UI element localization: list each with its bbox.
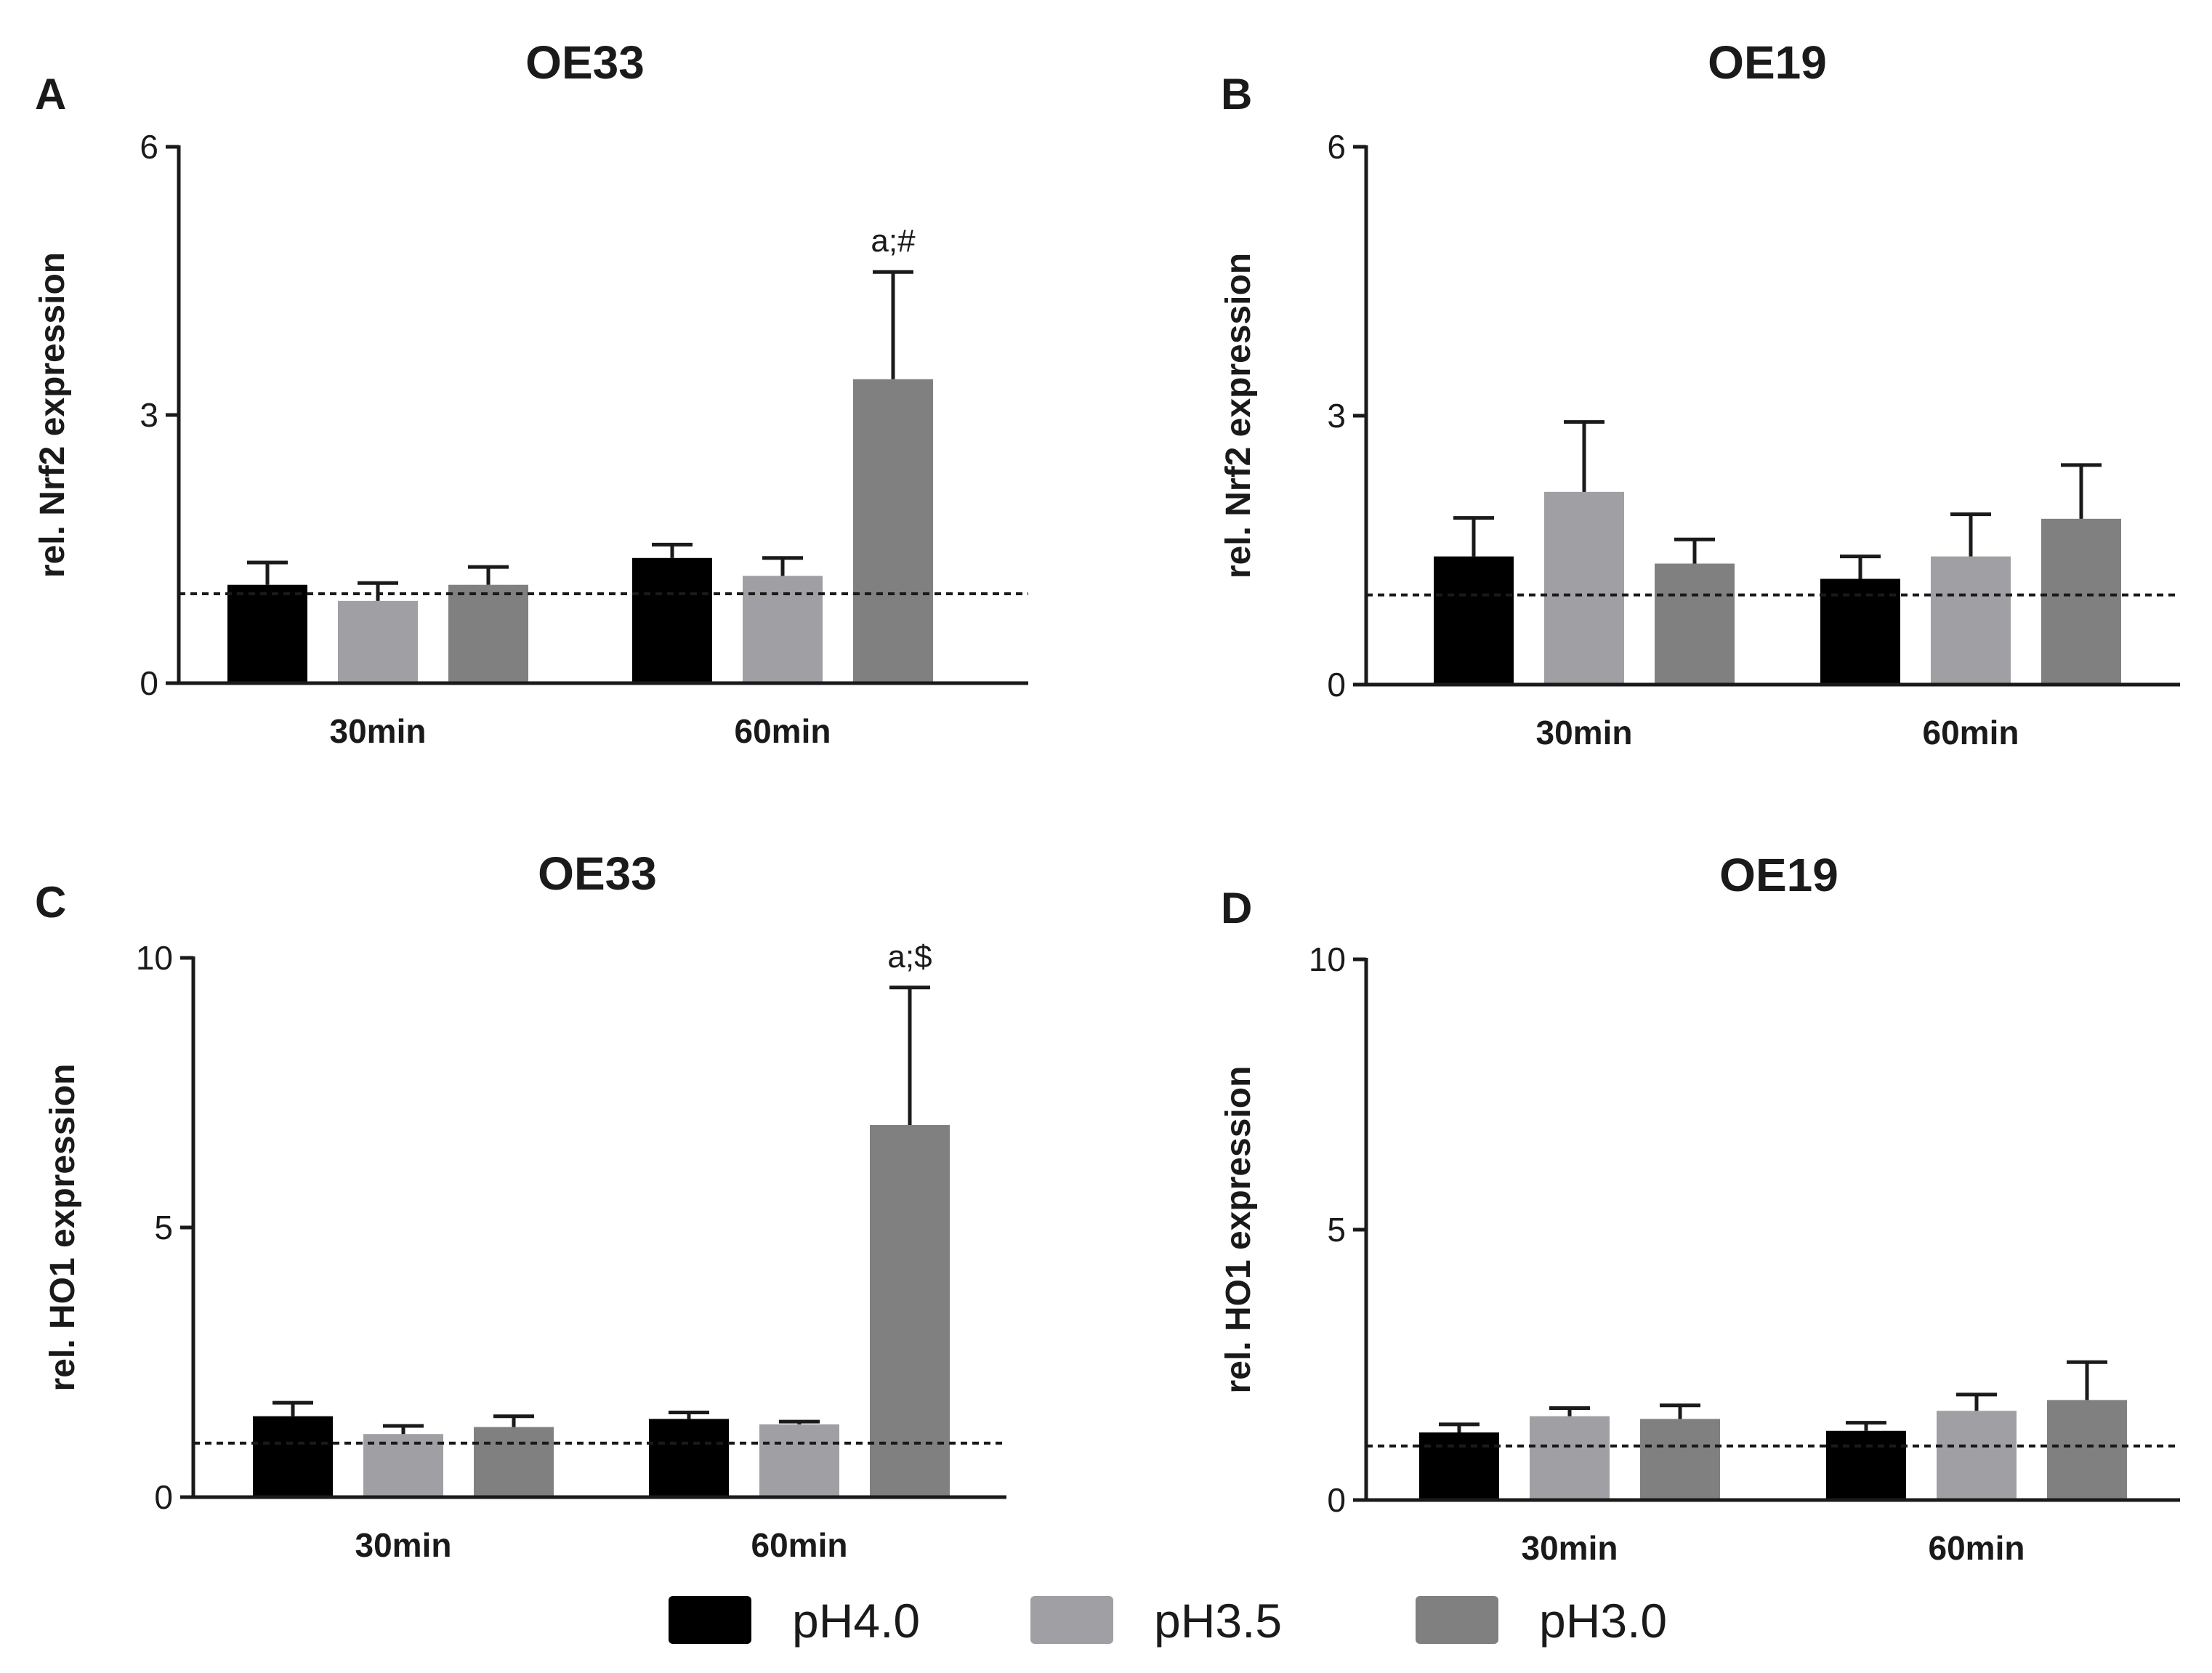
x-category-label: 60min [1923, 714, 2019, 751]
y-tick-label: 5 [154, 1209, 173, 1246]
y-axis-label: rel. Nrf2 expression [1219, 253, 1258, 579]
bar-ph30-60min [853, 379, 933, 683]
error-bar [889, 985, 930, 1126]
panel-letter: A [35, 70, 66, 118]
bar-ph30-30min [474, 1427, 554, 1497]
x-category-label: 60min [735, 712, 831, 750]
error-bar [2061, 463, 2102, 519]
legend-swatch [669, 1596, 751, 1644]
error-bar [1439, 1422, 1480, 1432]
chart-title: OE33 [538, 847, 657, 900]
error-bar [2067, 1360, 2107, 1400]
panel-letter: B [1221, 70, 1252, 118]
panel-c: C OE33 rel. HO1 expression a;$ 0 5 10 30min 60mi… [35, 847, 1006, 1564]
error-bar [358, 581, 398, 601]
y-axis-label: rel. Nrf2 expression [33, 252, 72, 578]
x-category-label: 30min [1522, 1529, 1618, 1567]
legend-label: pH3.5 [1154, 1594, 1282, 1648]
bar-ph35-60min [743, 576, 823, 683]
chart-title: OE19 [1708, 36, 1827, 89]
significance-annotation: a;# [871, 223, 916, 259]
legend: pH4.0 pH3.5 pH3.0 [669, 1594, 1667, 1648]
error-bar [1660, 1403, 1700, 1419]
legend-swatch [1416, 1596, 1498, 1644]
x-category-label: 60min [751, 1526, 848, 1564]
y-tick-label: 0 [1327, 666, 1346, 704]
y-tick-label: 3 [1327, 397, 1346, 435]
bar-ph40-30min [253, 1416, 333, 1497]
error-bar [1846, 1421, 1886, 1431]
legend-item: pH4.0 [669, 1594, 920, 1648]
error-bar [468, 565, 509, 585]
error-bar [273, 1400, 313, 1416]
significance-annotation: a;$ [887, 939, 932, 975]
x-category-label: 30min [355, 1526, 452, 1564]
x-category-label: 60min [1929, 1529, 2025, 1567]
error-bar [383, 1424, 424, 1435]
error-bar [652, 542, 693, 558]
panel-d: D OE19 rel. HO1 expression 0 5 10 30min 60min [1219, 849, 2180, 1567]
bar-ph35-30min [1544, 491, 1624, 685]
bar-ph30-60min [870, 1125, 950, 1497]
bar-ph35-60min [759, 1424, 839, 1497]
error-bar [762, 556, 803, 576]
bar-ph35-60min [1937, 1411, 2017, 1500]
error-bar [1674, 537, 1715, 564]
error-bar [1453, 516, 1494, 557]
y-tick-label: 0 [140, 664, 158, 702]
panel-letter: D [1221, 884, 1252, 932]
x-category-label: 30min [330, 712, 427, 750]
bar-ph35-30min [338, 600, 418, 683]
error-bar [873, 270, 913, 379]
panel-letter: C [35, 878, 66, 927]
bar-ph40-60min [1820, 579, 1900, 685]
y-tick-label: 0 [1327, 1481, 1346, 1519]
bar-ph40-60min [632, 557, 712, 683]
y-axis-label: rel. HO1 expression [44, 1064, 82, 1392]
bar-ph40-30min [227, 584, 307, 683]
bar-ph35-30min [1530, 1416, 1610, 1500]
bar-ph40-60min [649, 1419, 729, 1497]
panel-a: A OE33 rel. Nrf2 expression a;# 0 3 6 30min 60mi… [33, 36, 1028, 750]
y-tick-label: 6 [140, 128, 158, 166]
chart-title: OE33 [525, 36, 645, 89]
y-tick-label: 6 [1327, 128, 1346, 166]
error-bar [247, 560, 288, 585]
x-category-label: 30min [1536, 714, 1633, 751]
bar-ph30-30min [448, 584, 528, 683]
panel-b: B OE19 rel. Nrf2 expression 0 3 6 30min 60min [1219, 36, 2180, 751]
error-bar [669, 1411, 709, 1419]
y-tick-label: 0 [154, 1478, 173, 1516]
bar-ph30-30min [1655, 563, 1735, 685]
bar-ph30-60min [2047, 1400, 2127, 1500]
legend-swatch [1030, 1596, 1113, 1644]
bar-ph40-30min [1419, 1432, 1499, 1500]
bar-ph35-60min [1931, 556, 2011, 685]
error-bar [1549, 1406, 1590, 1416]
legend-label: pH4.0 [792, 1594, 920, 1648]
legend-item: pH3.5 [1030, 1594, 1282, 1648]
error-bar [779, 1419, 820, 1424]
error-bar [493, 1414, 534, 1427]
error-bar [1956, 1392, 1997, 1411]
error-bar [1950, 512, 1991, 557]
bar-ph40-30min [1434, 556, 1514, 685]
y-axis-label: rel. HO1 expression [1219, 1066, 1258, 1394]
error-bar [1564, 420, 1604, 492]
legend-item: pH3.0 [1416, 1594, 1667, 1648]
y-tick-label: 5 [1327, 1211, 1346, 1249]
error-bar [1840, 555, 1881, 579]
bar-ph40-60min [1826, 1430, 1906, 1500]
y-tick-label: 10 [136, 939, 173, 977]
legend-label: pH3.0 [1539, 1594, 1667, 1648]
y-tick-label: 3 [140, 396, 158, 434]
bar-ph30-60min [2041, 518, 2121, 685]
y-tick-label: 10 [1309, 940, 1346, 978]
bar-ph30-30min [1640, 1419, 1720, 1500]
chart-title: OE19 [1719, 849, 1838, 901]
